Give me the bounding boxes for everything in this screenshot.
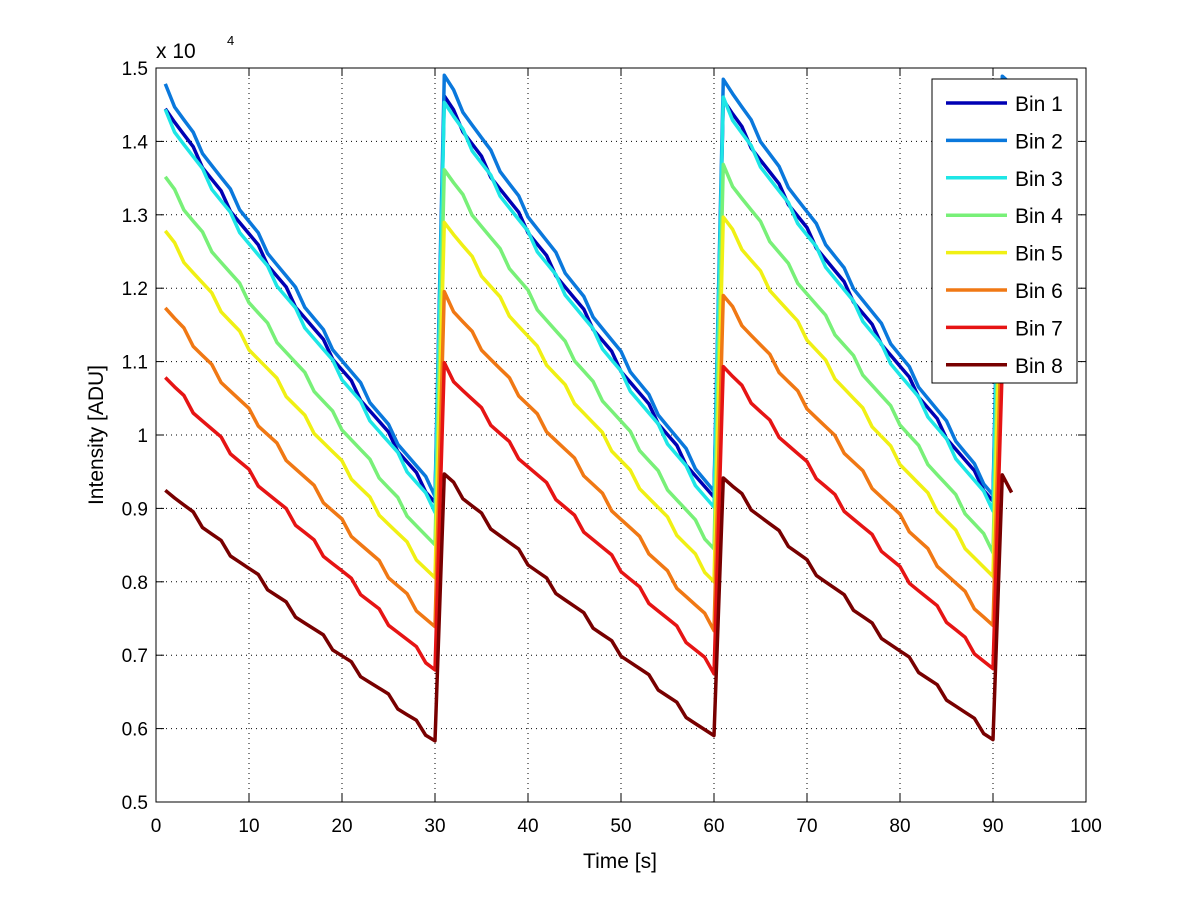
series-line-bin-2 <box>163 73 1013 499</box>
x-tick-label: 30 <box>424 816 445 837</box>
legend-label: Bin 3 <box>1015 168 1063 191</box>
series-line-bin-1 <box>163 92 1014 505</box>
x-tick-label: 90 <box>982 816 1003 837</box>
x-tick-label: 10 <box>238 816 259 837</box>
x-tick-labels: 0 10 20 30 40 50 60 70 80 90 100 <box>151 816 1102 837</box>
y-tick-label: 1.1 <box>122 353 148 374</box>
y-exponent-power: 4 <box>227 33 234 48</box>
legend: Bin 1 Bin 2 Bin 3 Bin 4 Bin 5 Bin 6 Bin 7 Bin 8 <box>931 78 1078 384</box>
y-tick-label: 1.5 <box>122 59 148 80</box>
grid-lines <box>156 68 1086 802</box>
series-layer <box>163 73 1014 743</box>
y-axis-label: Intensity [ADU] <box>85 365 108 505</box>
x-tick-label: 80 <box>889 816 910 837</box>
y-tick-label: 0.9 <box>122 499 148 520</box>
legend-label: Bin 8 <box>1015 355 1063 378</box>
y-tick-label: 1 <box>137 426 148 447</box>
series-line-bin-4 <box>163 162 1013 555</box>
x-axis-label: Time [s] <box>583 850 657 873</box>
legend-label: Bin 4 <box>1015 205 1063 228</box>
legend-label: Bin 2 <box>1015 130 1063 153</box>
x-tick-label: 100 <box>1070 816 1102 837</box>
x-tick-label: 40 <box>517 816 538 837</box>
series-line-bin-8 <box>164 472 1014 743</box>
series-line-bin-7 <box>164 360 1014 676</box>
series-line-bin-3 <box>163 95 1013 515</box>
legend-box <box>931 78 1078 384</box>
y-tick-label: 1.3 <box>122 206 148 227</box>
x-tick-label: 70 <box>796 816 817 837</box>
y-tick-label: 0.8 <box>122 573 148 594</box>
y-tick-labels: 0.5 0.6 0.7 0.8 0.9 1 1.1 1.2 1.3 1.4 1.5 <box>122 59 149 814</box>
series-line-bin-5 <box>163 215 1013 584</box>
x-tick-label: 60 <box>703 816 724 837</box>
y-tick-label: 1.2 <box>122 279 148 300</box>
y-exponent-label: x 10 <box>156 40 196 63</box>
y-tick-label: 0.6 <box>122 720 148 741</box>
legend-label: Bin 5 <box>1015 243 1063 266</box>
series-line-bin-6 <box>163 289 1013 633</box>
legend-label: Bin 7 <box>1015 317 1063 340</box>
x-tick-label: 0 <box>151 816 162 837</box>
axis-ticks <box>155 67 1087 803</box>
legend-label: Bin 1 <box>1015 93 1063 116</box>
legend-label: Bin 6 <box>1015 280 1063 303</box>
x-tick-label: 20 <box>331 816 352 837</box>
y-tick-label: 0.7 <box>122 646 148 667</box>
x-tick-label: 50 <box>610 816 631 837</box>
y-tick-label: 0.5 <box>122 793 148 814</box>
y-tick-label: 1.4 <box>122 132 149 153</box>
